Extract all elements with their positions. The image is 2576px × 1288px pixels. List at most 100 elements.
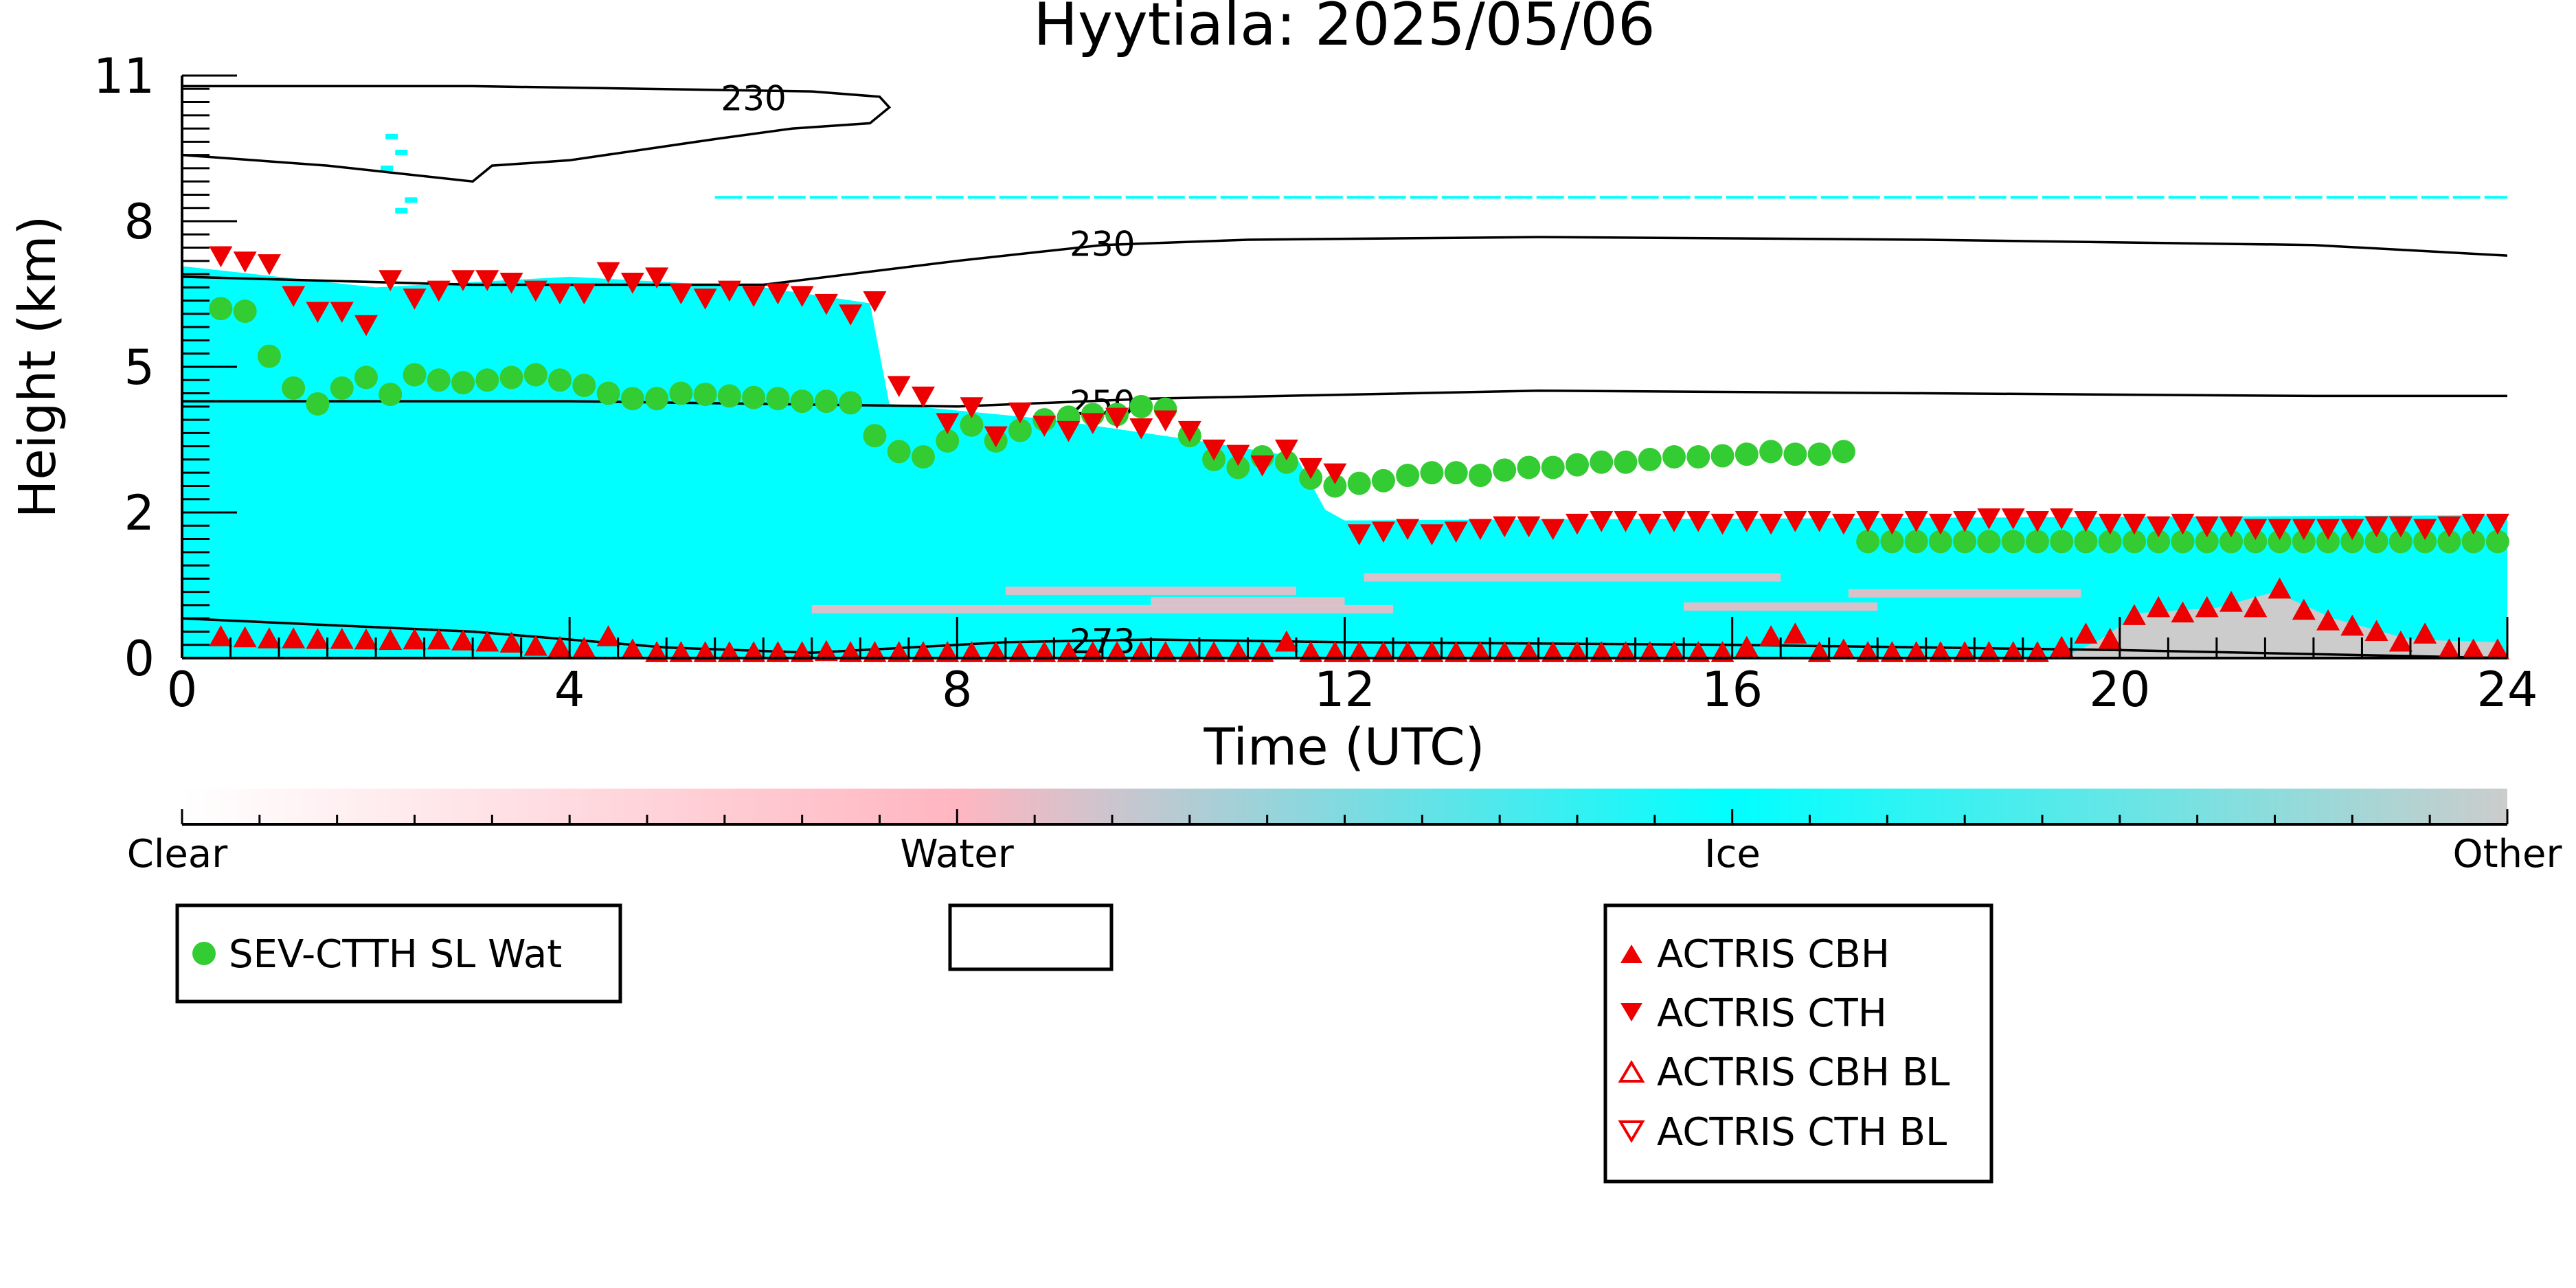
actris-cbh-point: [475, 630, 499, 652]
actris-cth-point: [1105, 407, 1129, 429]
actris-cth-point: [1177, 420, 1201, 442]
sev-ctth-point: [2364, 530, 2388, 554]
sev-ctth-point: [1638, 447, 1662, 471]
sev-ctth-point: [693, 383, 717, 407]
actris-cth-point: [1153, 410, 1177, 432]
actris-cth-point: [2413, 519, 2437, 541]
actris-cth-point: [1638, 513, 1662, 535]
y-tick-label: 0: [124, 631, 155, 687]
actris-cbh-point: [282, 627, 306, 648]
sev-ctth-point: [475, 368, 499, 392]
water-streak: [1684, 602, 1878, 611]
colorbar-ticks: [181, 809, 2509, 824]
actris-cbh-point: [1274, 630, 1298, 652]
actris-cth-point: [282, 286, 306, 307]
actris-cth-point: [790, 286, 814, 307]
sev-ctth-point: [960, 413, 984, 437]
actris-cth-point: [1759, 513, 1783, 535]
sev-ctth-point: [1517, 455, 1541, 479]
actris-cth-point: [1444, 521, 1468, 543]
actris-cbh-point: [233, 626, 257, 648]
sev-ctth-point: [2437, 530, 2461, 554]
actris-cth-point: [1735, 510, 1759, 532]
sev-ctth-point: [2219, 530, 2244, 554]
sev-ctth-point: [1735, 442, 1759, 466]
actris-cbh-point: [2292, 598, 2316, 620]
x-tick-label: 12: [1314, 662, 1375, 718]
sev-ctth-point: [499, 365, 523, 389]
actris-cth-point: [572, 283, 596, 305]
actris-cth-point: [1347, 524, 1371, 545]
actris-cth-point: [2485, 513, 2509, 535]
sev-ctth-point: [717, 384, 741, 408]
sev-ctth-point: [2171, 530, 2195, 554]
actris-cth-point: [1299, 457, 1323, 479]
sev-ctth-point: [1541, 455, 1565, 479]
sev-ctth-point: [2485, 530, 2509, 554]
actris-cth-point: [1081, 413, 1105, 434]
actris-cth-point: [2364, 516, 2388, 538]
actris-cth-point: [1008, 402, 1032, 424]
actris-cbh-point: [379, 629, 403, 651]
actris-cbh-point: [2219, 591, 2244, 612]
cloud-speck: [395, 207, 408, 214]
sev-ctth-point: [2122, 530, 2146, 554]
actris-cbh-point: [2413, 622, 2437, 644]
water-streak: [1364, 573, 1781, 582]
actris-cth-point: [766, 283, 790, 305]
sev-ctth-point: [1856, 530, 1880, 554]
actris-cth-point: [1517, 516, 1541, 538]
actris-cth-point: [2461, 513, 2485, 535]
actris-cbh-point: [1831, 638, 1855, 660]
actris-cth-point: [1662, 510, 1686, 532]
actris-cth-point: [863, 291, 887, 313]
cloud-speck: [405, 197, 418, 203]
actris-cbh-point: [2364, 620, 2388, 642]
sev-ctth-point: [2074, 530, 2098, 554]
legend-label-cbh: ACTRIS CBH: [1657, 932, 1890, 977]
actris-cth-point: [1323, 463, 1347, 485]
y-tick-label: 8: [124, 194, 155, 250]
actris-cth-point: [1226, 444, 1250, 466]
actris-cbh-point: [2485, 638, 2509, 660]
sev-ctth-point: [1274, 450, 1298, 474]
legend-label-sev-ctth: SEV-CTTH SL Wat: [229, 932, 562, 977]
cloud-speck: [395, 149, 408, 155]
actris-cbh-point: [2171, 601, 2195, 623]
x-tick-label: 16: [1702, 662, 1763, 718]
sev-ctth-point: [2316, 530, 2340, 554]
cloud-speck: [381, 166, 394, 172]
isotherm-line: [182, 84, 892, 183]
actris-cth-point: [209, 246, 233, 268]
sev-ctth-point: [2098, 530, 2122, 554]
sev-ctth-point: [1953, 530, 1977, 554]
legend-box-satellite: [175, 903, 622, 1004]
legend-label-cbh-bl: ACTRIS CBH BL: [1657, 1050, 1950, 1095]
actris-cth-point: [2219, 516, 2244, 538]
actris-cth-point: [717, 280, 741, 302]
actris-cbh-point: [2147, 596, 2171, 618]
isotherm-line: [182, 236, 2507, 286]
sev-ctth-point: [911, 445, 935, 469]
sev-ctth-point: [814, 389, 838, 414]
legend-box-actris: [1603, 903, 1993, 1184]
sev-ctth-point: [2147, 530, 2171, 554]
sev-ctth-point: [766, 387, 790, 411]
water-streak: [1151, 597, 1345, 606]
colorbar-label-water: Water: [900, 832, 1015, 877]
actris-cbh-point: [596, 625, 620, 646]
actris-cth-point: [1953, 510, 1977, 532]
actris-cth-point: [984, 426, 1008, 448]
actris-cbh-point: [1783, 622, 1807, 644]
sev-ctth-point: [887, 440, 911, 464]
sev-ctth-point: [427, 368, 451, 392]
actris-cth-point: [1807, 510, 1831, 532]
sev-ctth-point: [1590, 450, 1614, 474]
x-tick-label: 0: [167, 662, 198, 718]
chart-title: Hyytiala: 2025/05/06: [1033, 0, 1655, 59]
actris-cbh-point: [2098, 628, 2122, 649]
legend-box-empty: [948, 903, 1114, 971]
actris-cbh-point: [523, 635, 547, 656]
actris-cth-point: [2388, 516, 2413, 538]
actris-cth-point: [1274, 439, 1298, 461]
